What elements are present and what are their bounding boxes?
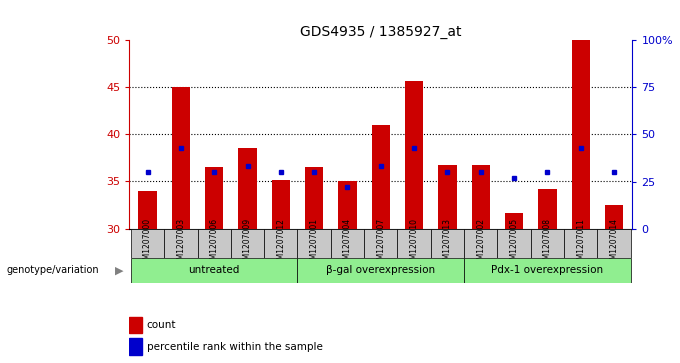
Bar: [171, 87, 190, 229]
Bar: [431, 229, 464, 258]
Bar: [472, 164, 490, 229]
Text: genotype/variation: genotype/variation: [7, 265, 99, 276]
Bar: [138, 191, 156, 229]
Text: GSM1207006: GSM1207006: [209, 218, 219, 269]
Bar: [505, 213, 524, 229]
Text: GSM1207003: GSM1207003: [176, 218, 186, 269]
Bar: [305, 167, 323, 229]
Bar: [539, 189, 557, 229]
Bar: [129, 338, 141, 355]
Bar: [372, 125, 390, 229]
Title: GDS4935 / 1385927_at: GDS4935 / 1385927_at: [300, 25, 462, 39]
Bar: [598, 229, 631, 258]
Text: GSM1207001: GSM1207001: [309, 218, 319, 269]
Bar: [464, 229, 498, 258]
Bar: [464, 258, 631, 283]
Bar: [129, 317, 141, 333]
Text: GSM1207008: GSM1207008: [543, 218, 552, 269]
Text: GSM1207009: GSM1207009: [243, 218, 252, 269]
Bar: [330, 229, 364, 258]
Bar: [238, 148, 256, 229]
Text: GSM1207004: GSM1207004: [343, 218, 352, 269]
Text: GSM1207011: GSM1207011: [576, 218, 585, 269]
Text: β-gal overexpression: β-gal overexpression: [326, 265, 435, 276]
Bar: [231, 229, 264, 258]
Bar: [398, 229, 431, 258]
Bar: [572, 40, 590, 229]
Text: GSM1207013: GSM1207013: [443, 218, 452, 269]
Bar: [297, 258, 464, 283]
Bar: [405, 81, 423, 229]
Bar: [297, 229, 330, 258]
Bar: [131, 258, 297, 283]
Bar: [364, 229, 398, 258]
Bar: [531, 229, 564, 258]
Text: GSM1207007: GSM1207007: [376, 218, 386, 269]
Text: GSM1207000: GSM1207000: [143, 218, 152, 269]
Bar: [197, 229, 231, 258]
Bar: [164, 229, 197, 258]
Text: GSM1207002: GSM1207002: [476, 218, 486, 269]
Text: ▶: ▶: [115, 265, 123, 276]
Text: GSM1207012: GSM1207012: [276, 218, 286, 269]
Bar: [205, 167, 223, 229]
Text: GSM1207005: GSM1207005: [509, 218, 519, 269]
Bar: [498, 229, 531, 258]
Bar: [264, 229, 297, 258]
Bar: [131, 229, 164, 258]
Bar: [272, 180, 290, 229]
Text: Pdx-1 overexpression: Pdx-1 overexpression: [492, 265, 603, 276]
Text: GSM1207010: GSM1207010: [409, 218, 419, 269]
Bar: [439, 166, 456, 229]
Text: untreated: untreated: [188, 265, 240, 276]
Text: GSM1207014: GSM1207014: [609, 218, 619, 269]
Bar: [564, 229, 598, 258]
Text: percentile rank within the sample: percentile rank within the sample: [147, 342, 323, 352]
Bar: [605, 205, 624, 229]
Bar: [339, 180, 356, 229]
Text: count: count: [147, 321, 176, 330]
